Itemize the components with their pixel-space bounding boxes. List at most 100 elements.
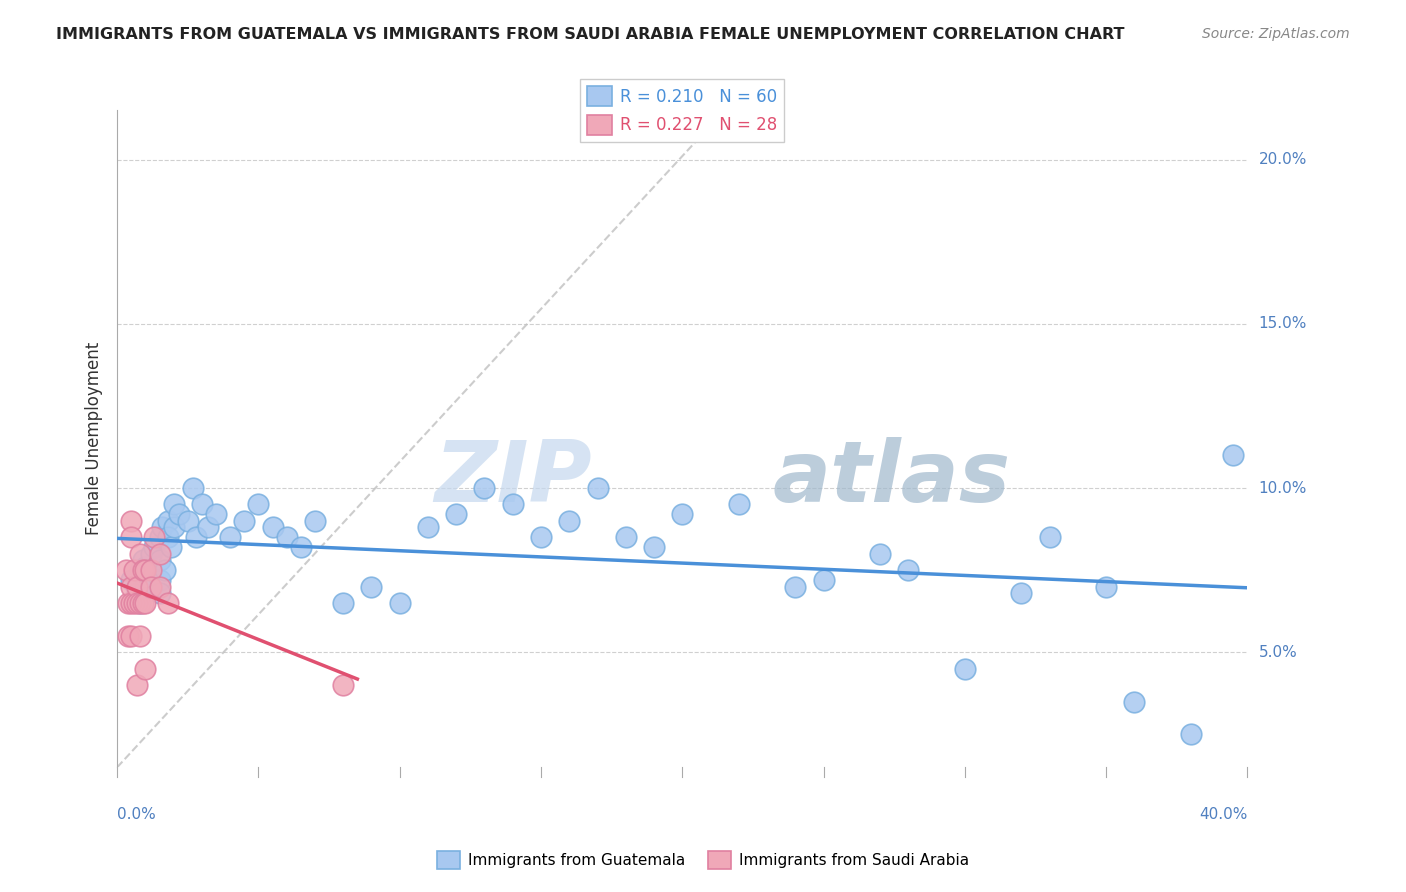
Point (139, 547, 162, 561)
Text: IMMIGRANTS FROM GUATEMALA VS IMMIGRANTS FROM SAUDI ARABIA FEMALE UNEMPLOYMENT CO: IMMIGRANTS FROM GUATEMALA VS IMMIGRANTS … (56, 27, 1125, 42)
Text: 20.0%: 20.0% (1258, 153, 1308, 167)
Point (183, 481, 205, 495)
Point (131, 596, 153, 610)
Point (160, 540, 183, 554)
Point (157, 514, 180, 528)
Text: 0.0%: 0.0% (117, 806, 156, 822)
Point (134, 662, 156, 676)
Point (120, 629, 142, 643)
Point (125, 586, 148, 600)
Text: 5.0%: 5.0% (1258, 645, 1298, 660)
Point (125, 596, 148, 610)
Point (128, 629, 150, 643)
Text: 10.0%: 10.0% (1258, 481, 1308, 496)
Point (205, 508, 228, 522)
Point (785, 580, 807, 594)
Text: atlas: atlas (773, 437, 1011, 520)
Point (142, 530, 165, 544)
Text: 15.0%: 15.0% (1258, 317, 1308, 331)
Text: Source: ZipAtlas.com: Source: ZipAtlas.com (1202, 27, 1350, 41)
Point (332, 678, 354, 692)
Point (671, 508, 693, 522)
Point (163, 520, 186, 534)
Point (134, 563, 156, 577)
Point (139, 580, 162, 594)
Point (247, 498, 270, 512)
Point (157, 596, 180, 610)
Point (122, 596, 145, 610)
Point (727, 498, 749, 512)
Point (148, 547, 170, 561)
Point (120, 580, 142, 594)
Point (128, 547, 150, 561)
Point (558, 514, 581, 528)
Point (897, 563, 920, 577)
Point (262, 520, 284, 534)
Point (134, 596, 156, 610)
Point (643, 540, 665, 554)
Legend: R = 0.210   N = 60, R = 0.227   N = 28: R = 0.210 N = 60, R = 0.227 N = 28 (581, 79, 785, 142)
Point (148, 586, 170, 600)
Point (157, 530, 180, 544)
Point (128, 596, 150, 610)
Point (148, 530, 170, 544)
Point (120, 530, 142, 544)
Point (128, 596, 150, 610)
Point (169, 508, 191, 522)
Point (139, 563, 162, 577)
Point (530, 530, 553, 544)
Point (152, 520, 174, 534)
Point (444, 508, 467, 522)
Point (131, 553, 153, 567)
Point (219, 530, 242, 544)
Point (474, 481, 496, 495)
Point (134, 560, 156, 574)
Point (1123, 695, 1146, 709)
Point (614, 530, 637, 544)
Point (134, 580, 156, 594)
Point (148, 553, 170, 567)
Point (869, 547, 891, 561)
Point (1039, 530, 1062, 544)
Point (120, 573, 142, 587)
Point (197, 520, 219, 534)
Point (1010, 586, 1032, 600)
Point (177, 514, 200, 528)
Point (502, 498, 524, 512)
Point (125, 580, 148, 594)
Point (155, 563, 177, 577)
Y-axis label: Female Unemployment: Female Unemployment (86, 343, 103, 535)
Point (120, 514, 142, 528)
Point (1222, 448, 1244, 462)
Point (117, 629, 139, 643)
Point (114, 563, 136, 577)
Point (122, 563, 145, 577)
Point (953, 662, 976, 676)
Point (125, 678, 148, 692)
Point (1180, 727, 1202, 741)
Point (1095, 580, 1118, 594)
Point (276, 530, 298, 544)
Point (134, 570, 156, 584)
Point (304, 514, 326, 528)
Legend: Immigrants from Guatemala, Immigrants from Saudi Arabia: Immigrants from Guatemala, Immigrants fr… (432, 845, 974, 875)
Point (186, 530, 208, 544)
Text: ZIP: ZIP (434, 437, 592, 520)
Point (117, 596, 139, 610)
Point (131, 563, 153, 577)
Point (586, 481, 609, 495)
Point (148, 580, 170, 594)
Point (416, 520, 439, 534)
Point (388, 596, 411, 610)
Point (128, 563, 150, 577)
Point (163, 498, 186, 512)
Point (120, 596, 142, 610)
Text: 40.0%: 40.0% (1199, 806, 1247, 822)
Point (360, 580, 382, 594)
Point (191, 498, 214, 512)
Point (813, 573, 835, 587)
Point (233, 514, 256, 528)
Point (148, 573, 170, 587)
Point (142, 540, 165, 554)
Point (332, 596, 354, 610)
